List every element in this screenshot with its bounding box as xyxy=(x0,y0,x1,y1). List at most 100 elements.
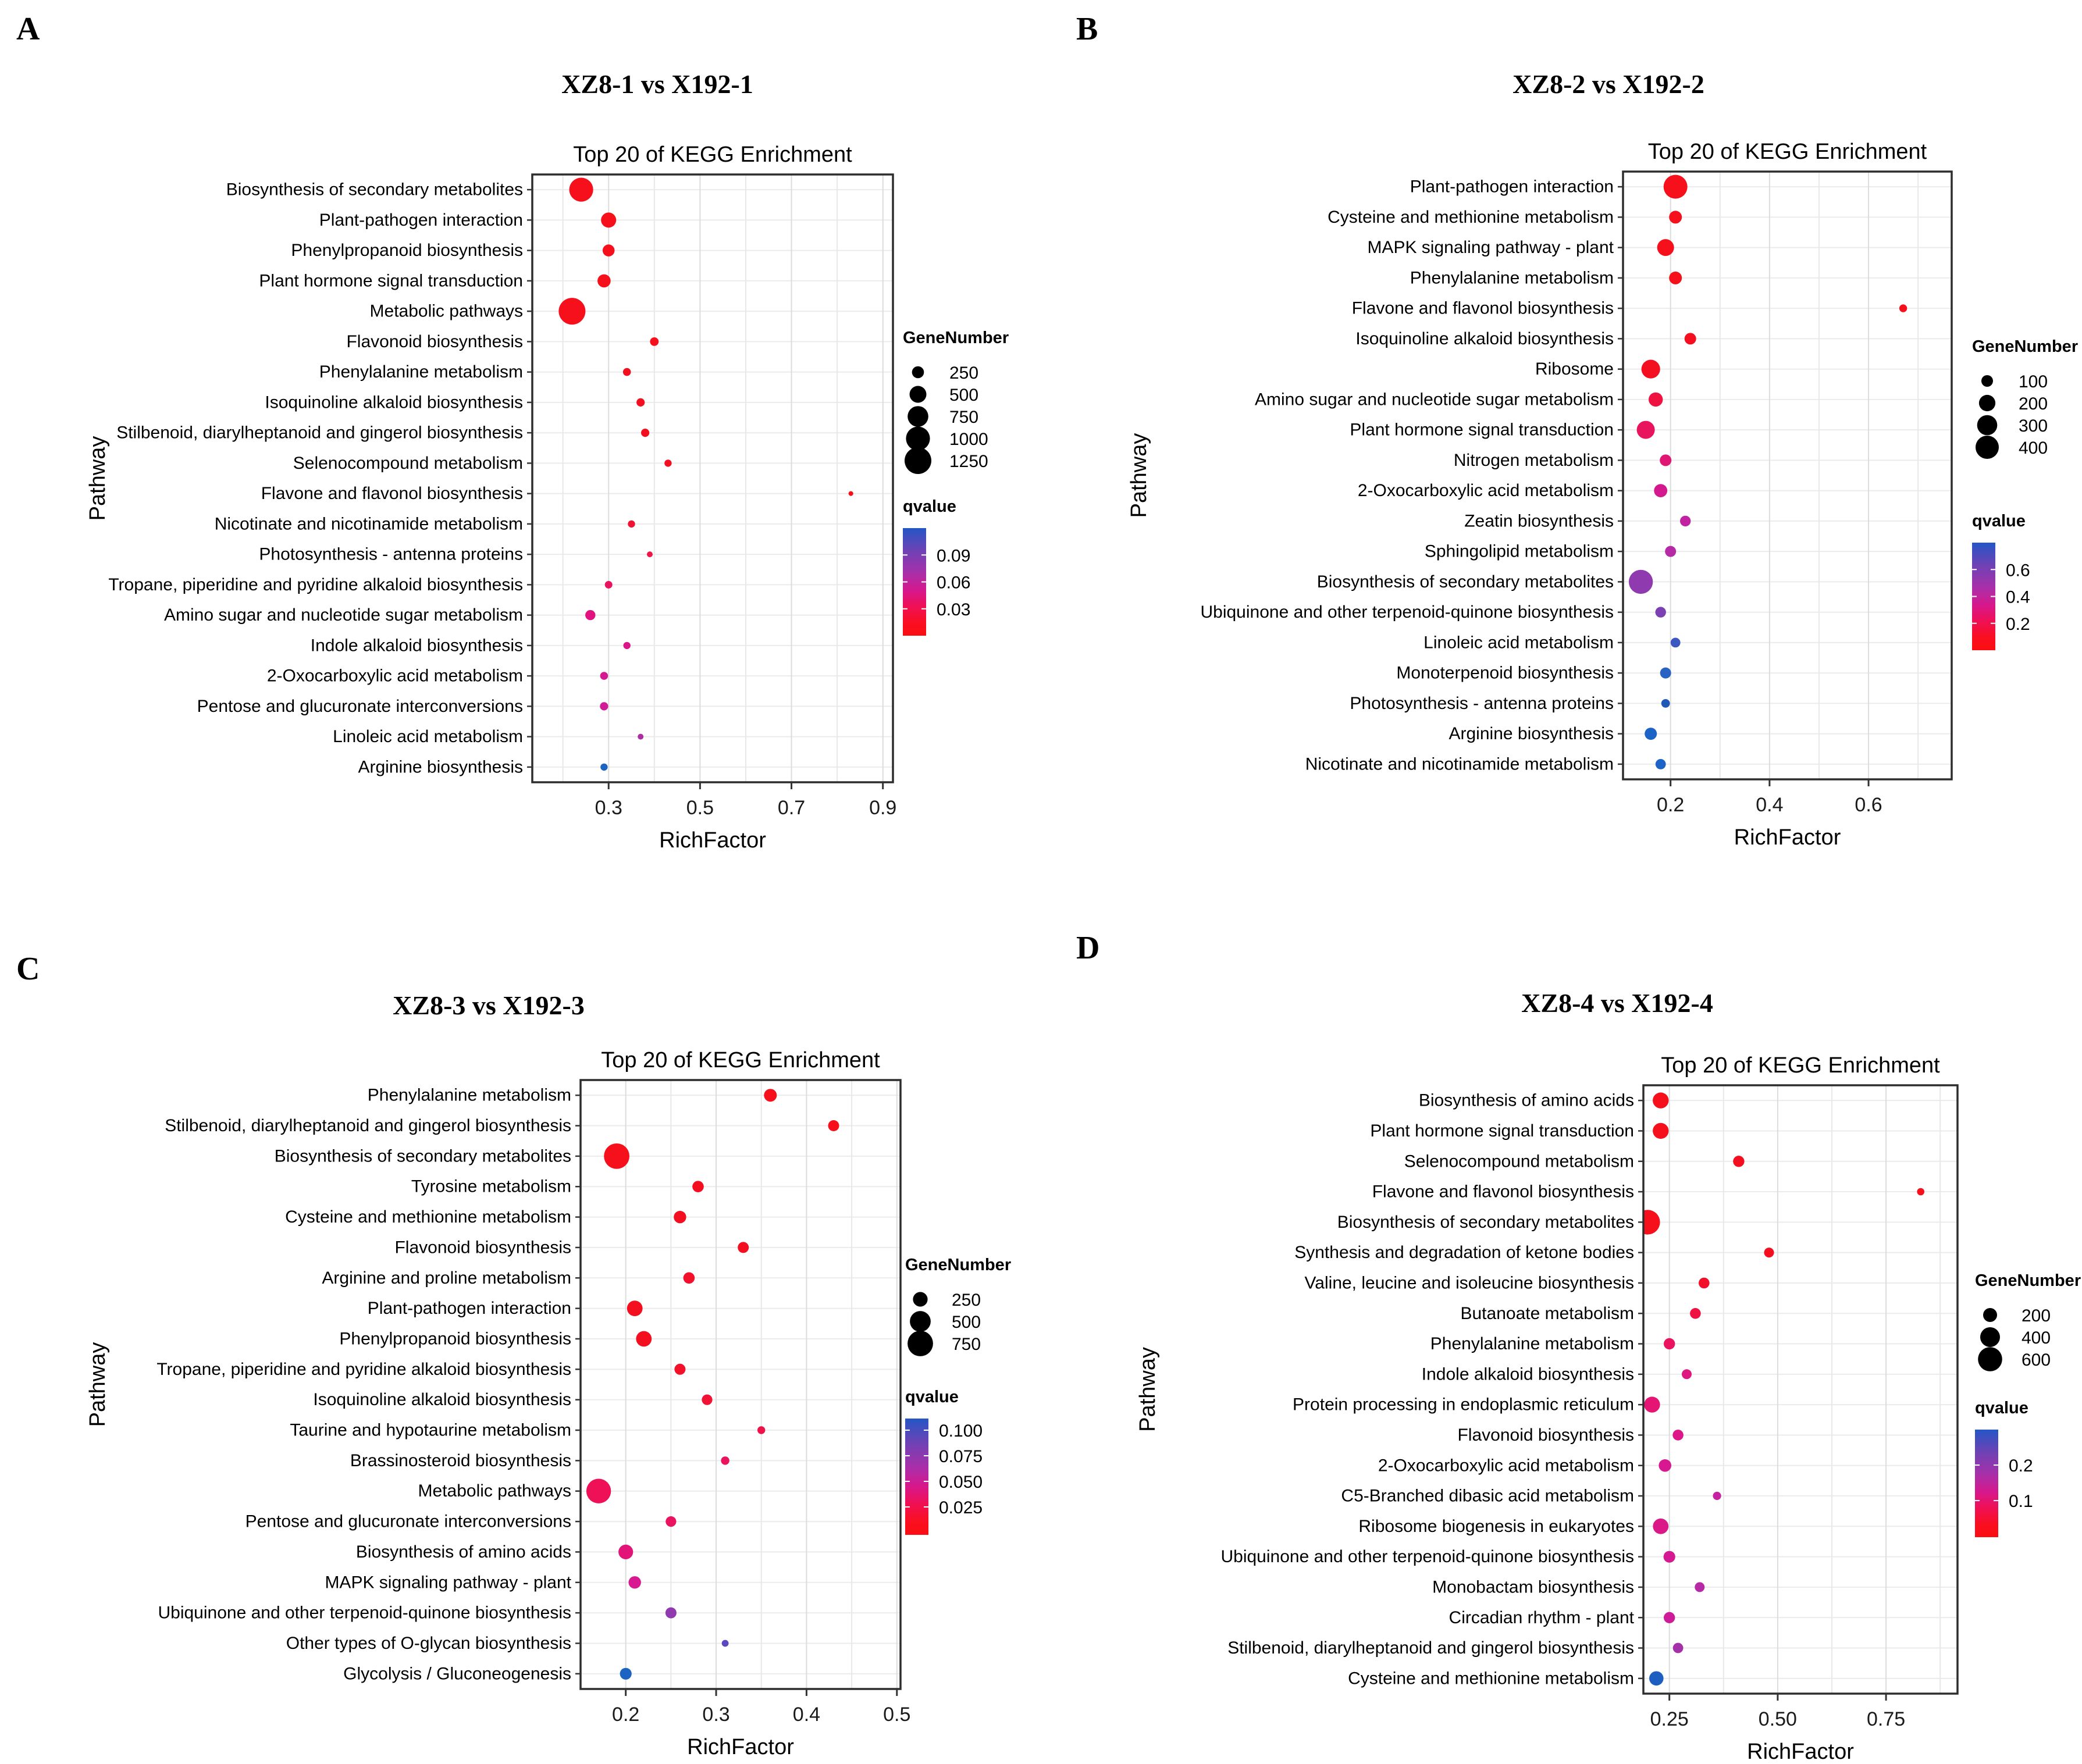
data-point xyxy=(1684,333,1696,345)
y-axis-label: Pathway xyxy=(86,1342,110,1427)
data-point xyxy=(692,1181,704,1192)
legend-size-dot xyxy=(913,1292,928,1307)
pathway-label: Phenylalanine metabolism xyxy=(368,1086,571,1105)
data-point xyxy=(1661,699,1670,708)
data-point xyxy=(604,580,613,589)
legend-size-label: 1250 xyxy=(949,452,988,471)
pathway-label: Synthesis and degradation of ketone bodi… xyxy=(1294,1243,1634,1262)
data-point xyxy=(1733,1156,1745,1167)
pathway-label: Phenylpropanoid biosynthesis xyxy=(291,241,523,260)
data-point xyxy=(604,1143,629,1169)
data-point xyxy=(1660,667,1671,679)
pathway-label: Circadian rhythm - plant xyxy=(1449,1608,1635,1627)
data-point xyxy=(1645,728,1657,740)
data-point xyxy=(1680,515,1691,527)
data-point xyxy=(558,298,586,325)
pathway-label: Metabolic pathways xyxy=(370,302,523,321)
x-tick-label: 0.4 xyxy=(1756,794,1783,816)
legend-size-label: 500 xyxy=(949,386,978,405)
data-point xyxy=(1690,1308,1701,1319)
x-tick-label: 0.9 xyxy=(869,797,896,819)
data-point xyxy=(569,177,593,202)
pathway-label: Flavonoid biosynthesis xyxy=(346,332,523,351)
qvalue-tick-label: 0.2 xyxy=(2006,615,2030,634)
pathway-label: Tropane, piperidine and pyridine alkaloi… xyxy=(156,1360,571,1379)
x-tick-label: 0.7 xyxy=(778,797,805,819)
pathway-label: Photosynthesis - antenna proteins xyxy=(1350,694,1614,713)
x-tick-label: 0.50 xyxy=(1759,1708,1797,1730)
qvalue-colorbar xyxy=(1975,1430,1998,1537)
qvalue-tick-label: 0.06 xyxy=(937,573,970,593)
kegg-enrichment-chart: Biosynthesis of amino acids Plant hormone… xyxy=(1041,882,2082,1764)
data-point xyxy=(1670,637,1681,648)
data-point xyxy=(623,642,631,650)
pathway-label: Ribosome xyxy=(1535,359,1614,379)
x-tick-label: 0.2 xyxy=(1657,794,1684,816)
x-axis-label: RichFactor xyxy=(1734,825,1841,850)
x-tick-label: 0.25 xyxy=(1650,1708,1689,1730)
data-point xyxy=(636,1331,652,1347)
pathway-label: Flavonoid biosynthesis xyxy=(1457,1426,1634,1445)
plot-background xyxy=(1623,172,1952,779)
data-point xyxy=(1669,271,1682,284)
pathway-label: MAPK signaling pathway - plant xyxy=(1367,238,1614,257)
data-point xyxy=(721,1456,729,1465)
legend-size-dot xyxy=(906,426,930,451)
pathway-label: Pentose and glucuronate interconversions xyxy=(245,1512,571,1531)
data-point xyxy=(1644,1396,1660,1413)
legend-size-dot xyxy=(909,386,927,403)
data-point xyxy=(1636,420,1655,439)
x-tick-label: 0.5 xyxy=(883,1704,910,1726)
legend-size-dot xyxy=(907,406,928,427)
data-point xyxy=(674,1210,686,1224)
kegg-bubble-chart: Biosynthesis of amino acids Plant hormone… xyxy=(1136,1084,2081,1764)
legend-size-dot xyxy=(1980,1327,2000,1347)
legend-size-dot xyxy=(912,366,924,379)
panel-letter: C xyxy=(16,951,40,987)
pathway-label: Plant hormone signal transduction xyxy=(259,271,523,290)
pathway-label: Flavone and flavonol biosynthesis xyxy=(261,484,523,503)
kegg-bubble-chart: Biosynthesis of secondary metabolites Pla… xyxy=(86,173,1009,853)
pathway-label: Glycolysis / Gluconeogenesis xyxy=(343,1664,571,1683)
pathway-label: Valine, leucine and isoleucine biosynthe… xyxy=(1305,1273,1634,1292)
data-point xyxy=(1657,239,1674,256)
chart-subtitle: Top 20 of KEGG Enrichment xyxy=(1647,140,1927,164)
pathway-label: Biosynthesis of secondary metabolites xyxy=(275,1146,571,1166)
data-point xyxy=(664,459,672,467)
data-points xyxy=(558,177,853,771)
legend-size-dot xyxy=(1976,436,1999,459)
pathway-label: Stilbenoid, diarylheptanoid and gingerol… xyxy=(116,423,523,443)
data-point xyxy=(600,702,608,711)
data-point xyxy=(1764,1248,1774,1258)
pathway-label: Stilbenoid, diarylheptanoid and gingerol… xyxy=(165,1116,571,1135)
pathway-label: Photosynthesis - antenna proteins xyxy=(259,545,523,564)
legend-size-label: 250 xyxy=(949,364,978,383)
legend-size-label: 750 xyxy=(952,1335,981,1354)
pathway-label: Sphingolipid metabolism xyxy=(1425,542,1614,561)
pathway-label: Isoquinoline alkaloid biosynthesis xyxy=(313,1390,571,1409)
qvalue-tick-label: 0.025 xyxy=(939,1498,983,1517)
pathway-label: C5-Branched dibasic acid metabolism xyxy=(1341,1487,1634,1506)
x-tick-label: 0.5 xyxy=(686,797,714,819)
x-tick-label: 0.3 xyxy=(595,797,622,819)
pathway-label: Plant hormone signal transduction xyxy=(1350,420,1614,440)
pathway-label: Zeatin biosynthesis xyxy=(1464,511,1614,530)
legend-size-label: 500 xyxy=(952,1313,981,1332)
pathway-label: Pentose and glucuronate interconversions xyxy=(197,697,523,716)
plot-background xyxy=(532,174,893,782)
data-point xyxy=(1669,211,1682,224)
chart-subtitle: Top 20 of KEGG Enrichment xyxy=(1661,1053,1940,1078)
data-point xyxy=(665,1516,677,1527)
legend-size-title: GeneNumber xyxy=(1972,337,2078,356)
qvalue-tick-label: 0.075 xyxy=(939,1447,983,1466)
pathway-label: Indole alkaloid biosynthesis xyxy=(311,636,523,655)
legend-size-dot xyxy=(905,447,931,474)
qvalue-tick-label: 0.09 xyxy=(937,546,970,565)
pathway-label: Isoquinoline alkaloid biosynthesis xyxy=(265,393,523,412)
data-point xyxy=(650,337,659,346)
pathway-label: Other types of O-glycan biosynthesis xyxy=(286,1634,571,1653)
qvalue-tick-label: 0.100 xyxy=(939,1421,983,1441)
panel-title: XZ8-2 vs X192-2 xyxy=(1512,69,1704,99)
legend-size-dot xyxy=(1983,1308,1997,1322)
